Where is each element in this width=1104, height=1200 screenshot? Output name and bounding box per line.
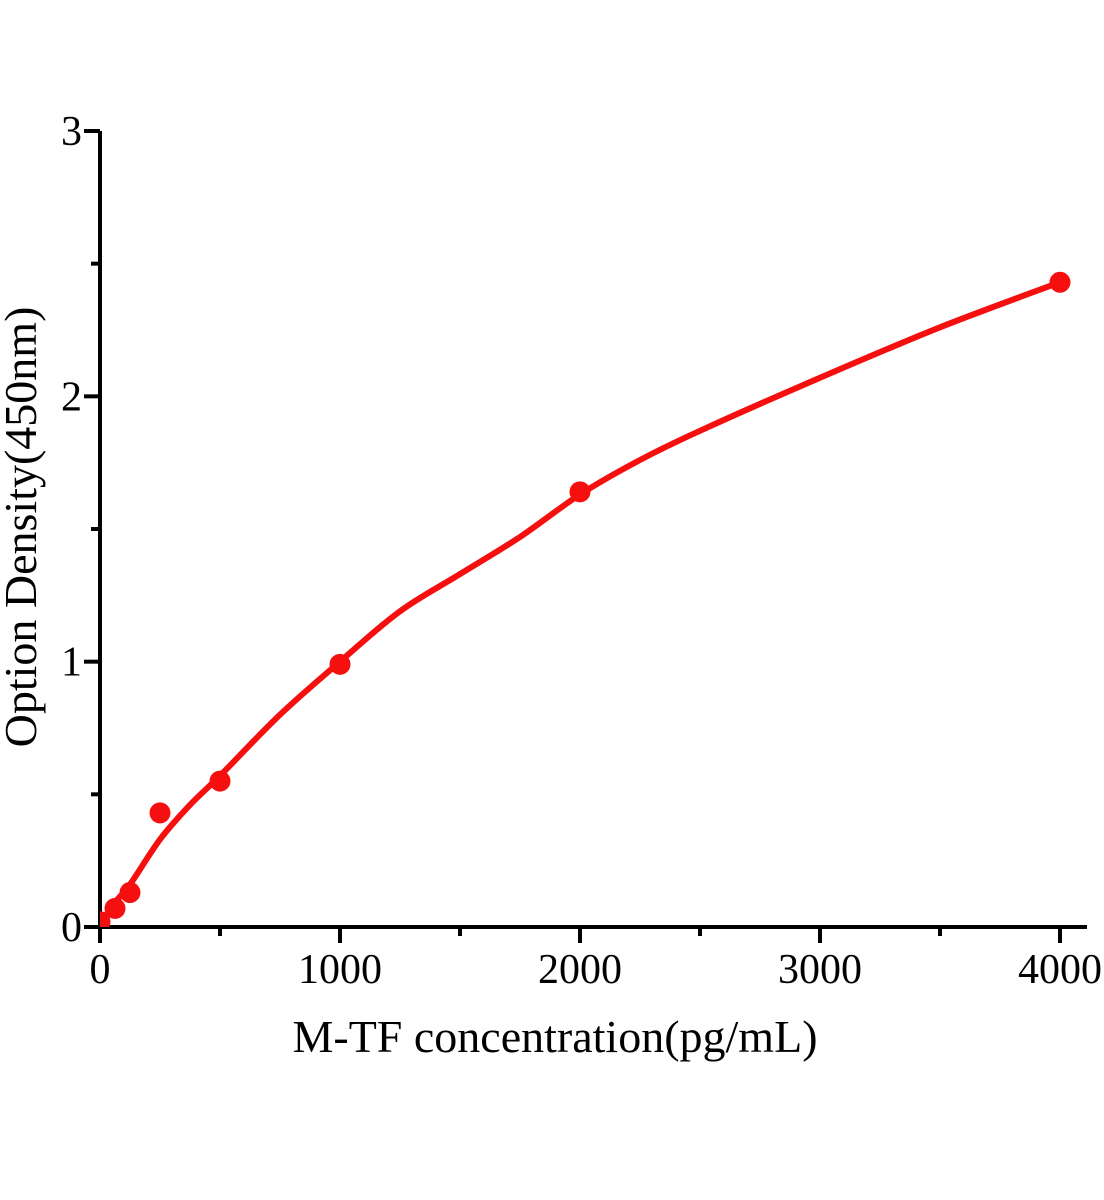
x-tick-label: 0 [90, 947, 111, 993]
series-layer [100, 271, 1071, 927]
x-tick-label: 4000 [1018, 947, 1102, 993]
data-point-marker [209, 770, 231, 792]
y-tick-label: 3 [61, 109, 82, 155]
x-tick-label: 3000 [778, 947, 862, 993]
y-tick-label: 1 [61, 640, 82, 686]
data-point-marker [149, 802, 171, 824]
data-point-marker [104, 897, 126, 919]
y-axis-title: Option Density(450nm) [0, 307, 46, 748]
x-tick-label: 1000 [298, 947, 382, 993]
data-point-marker [119, 882, 141, 904]
axes-layer [84, 129, 1087, 943]
y-tick-label: 0 [61, 905, 82, 951]
x-tick-label: 2000 [538, 947, 622, 993]
y-tick-label: 2 [61, 374, 82, 420]
data-point-marker [1049, 271, 1071, 293]
x-axis-title: M-TF concentration(pg/mL) [292, 1011, 817, 1062]
data-point-marker [329, 653, 351, 675]
data-point-marker [569, 481, 591, 503]
standard-curve-line [100, 279, 1063, 927]
tick-label-layer: 0 1000 2000 3000 4000 0 1 2 3 [61, 109, 1102, 993]
